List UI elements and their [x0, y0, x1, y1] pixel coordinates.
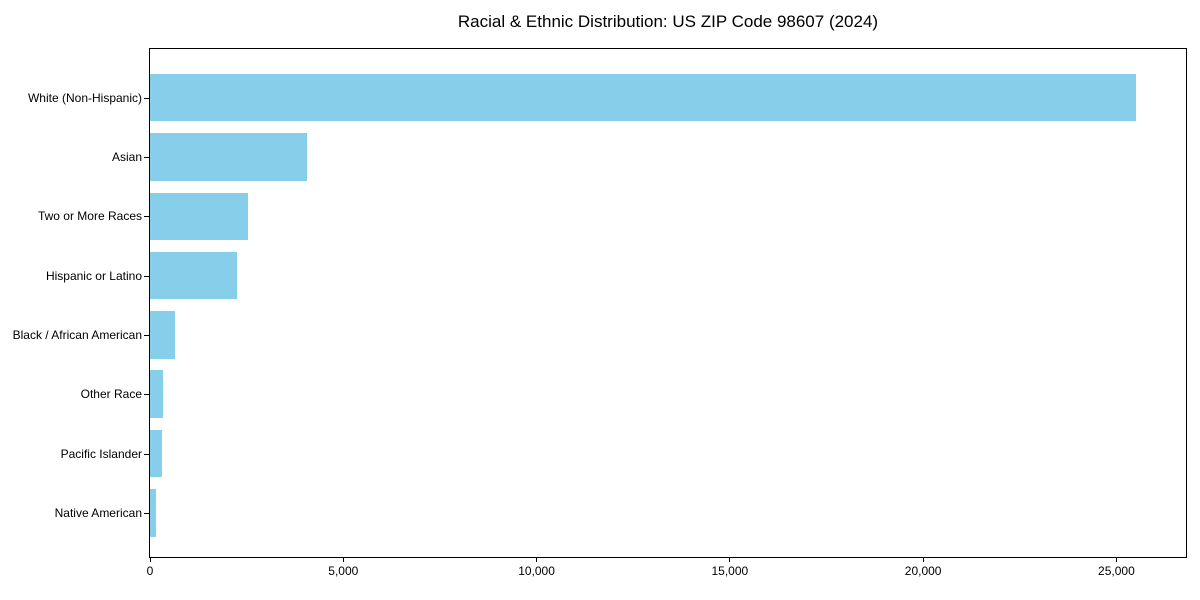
y-tick-mark [144, 453, 149, 455]
bar-hispanic-or-latino [150, 251, 237, 300]
x-tick-label: 15,000 [711, 564, 749, 578]
y-axis-label: Native American [54, 505, 142, 520]
y-tick-mark [144, 394, 149, 396]
x-tick-mark [1115, 557, 1117, 562]
bar-asian [150, 133, 307, 181]
y-axis-label: Hispanic or Latino [45, 268, 142, 283]
y-axis-label: Asian [111, 150, 142, 164]
y-axis-label: White (Non-Hispanic) [27, 90, 142, 105]
x-tick-mark [149, 557, 151, 562]
bar-pacific-islander [150, 429, 162, 478]
x-tick-label: 0 [146, 564, 154, 578]
x-tick-label: 25,000 [1098, 564, 1135, 578]
x-tick-label: 5,000 [328, 564, 359, 578]
chart-title: Racial & Ethnic Distribution: US ZIP Cod… [457, 12, 879, 31]
x-tick-mark [342, 557, 344, 562]
bar-black-african-american [150, 311, 176, 359]
x-tick-mark [536, 557, 538, 562]
plot-area [149, 48, 1187, 558]
y-axis-label: Black / African American [12, 327, 142, 342]
y-tick-mark [144, 334, 149, 336]
bar-white-non-hispanic [150, 73, 1136, 122]
bar-other-race [150, 370, 163, 418]
y-tick-mark [144, 157, 149, 158]
x-tick-mark [729, 557, 731, 562]
bar-two-or-more-races [150, 192, 248, 241]
x-tick-label: 10,000 [518, 564, 555, 578]
y-axis-label: Other Race [80, 387, 142, 402]
y-tick-mark [144, 97, 149, 99]
y-tick-mark [144, 275, 149, 277]
bar-native-american [150, 489, 157, 537]
y-axis-label: Pacific Islander [60, 446, 142, 461]
y-tick-mark [144, 216, 149, 218]
x-tick-mark [922, 557, 924, 562]
x-tick-label: 20,000 [904, 564, 942, 578]
y-tick-mark [144, 512, 149, 514]
y-axis-label: Two or More Races [37, 209, 142, 224]
